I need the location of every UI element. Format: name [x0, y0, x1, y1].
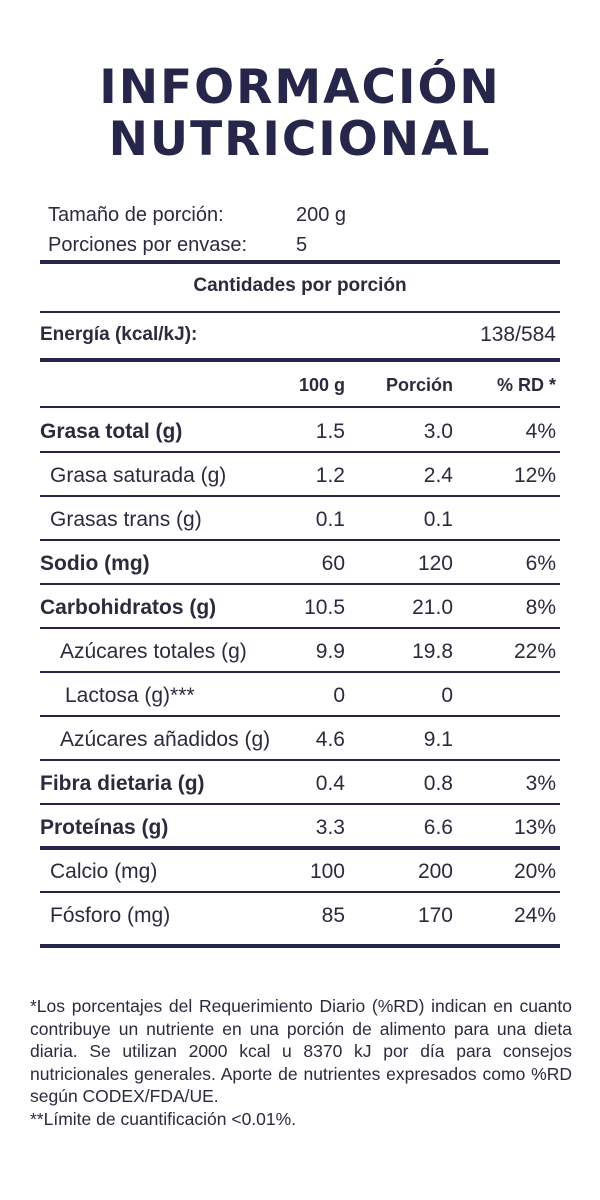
value-100g: 4.6 [315, 728, 345, 751]
row-divider [40, 539, 560, 541]
energy-row: Energía (kcal/kJ): 138/584 [40, 318, 560, 352]
table-row: Carbohidratos (g) 10.5 21.0 8% [40, 584, 560, 629]
value-portion: 0.8 [423, 772, 453, 795]
serving-size-row: Tamaño de porción: 200 g [48, 200, 346, 230]
table-row: Fósforo (mg) 85 170 24% [40, 892, 560, 948]
value-rd: 3% [525, 772, 556, 795]
nutrient-name: Proteínas (g) [40, 816, 169, 839]
servings-per-pack-value: 5 [296, 234, 308, 256]
label-title: INFORMACIÓN NUTRICIONAL [0, 62, 600, 166]
row-divider [40, 759, 560, 761]
value-100g: 60 [321, 552, 345, 575]
value-rd: 20% [513, 860, 556, 883]
section-header: Cantidades por porción [193, 275, 407, 296]
value-portion: 2.4 [423, 464, 453, 487]
value-100g: 9.9 [315, 640, 345, 663]
value-portion: 120 [417, 552, 453, 575]
row-divider [40, 891, 560, 893]
value-portion: 21.0 [412, 596, 453, 619]
divider-columns [40, 406, 560, 408]
footnote-limit: **Límite de cuantificación <0.01%. [30, 1108, 297, 1129]
table-row: Proteínas (g) 3.3 6.6 13% [40, 804, 560, 850]
nutrient-name: Azúcares totales (g) [60, 640, 247, 663]
value-portion: 19.8 [412, 640, 453, 663]
value-100g: 0 [333, 684, 345, 707]
row-divider-thick [40, 846, 560, 850]
nutrient-name: Sodio (mg) [40, 552, 150, 575]
value-100g: 0.1 [315, 508, 345, 531]
value-portion: 9.1 [423, 728, 453, 751]
column-header-rd: % RD * [496, 375, 556, 395]
column-header-portion: Porción [385, 375, 453, 395]
energy-label: Energía (kcal/kJ): [40, 324, 198, 345]
serving-info: Tamaño de porción: 200 g Porciones por e… [48, 200, 346, 260]
value-100g: 0.4 [315, 772, 345, 795]
row-divider [40, 715, 560, 717]
servings-per-pack-row: Porciones por envase: 5 [48, 230, 346, 260]
value-rd: 24% [513, 904, 556, 927]
nutrient-name: Carbohidratos (g) [40, 596, 217, 619]
serving-size-value: 200 g [296, 204, 347, 226]
value-portion: 0 [441, 684, 453, 707]
nutrient-name: Azúcares añadidos (g) [60, 728, 271, 751]
value-100g: 100 [309, 860, 345, 883]
title-line-1: INFORMACIÓN [99, 60, 501, 115]
value-portion: 3.0 [423, 420, 453, 443]
value-portion: 6.6 [423, 816, 453, 839]
table-row: Grasa saturada (g) 1.2 2.4 12% [40, 452, 560, 497]
row-divider [40, 495, 560, 497]
table-row: Fibra dietaria (g) 0.4 0.8 3% [40, 760, 560, 805]
table-row: Grasas trans (g) 0.1 0.1 [40, 496, 560, 541]
divider-bottom [40, 944, 560, 948]
value-portion: 0.1 [423, 508, 453, 531]
table-row: Azúcares totales (g) 9.9 19.8 22% [40, 628, 560, 673]
table-row: Sodio (mg) 60 120 6% [40, 540, 560, 585]
value-rd: 6% [525, 552, 556, 575]
nutrient-name: Lactosa (g)*** [65, 684, 195, 707]
value-100g: 3.3 [315, 816, 345, 839]
value-rd: 22% [513, 640, 556, 663]
value-100g: 85 [321, 904, 345, 927]
column-header-row: 100 g Porción % RD * [40, 368, 560, 402]
value-100g: 1.5 [315, 420, 345, 443]
nutrient-name: Fibra dietaria (g) [40, 772, 205, 795]
table-row: Azúcares añadidos (g) 4.6 9.1 [40, 716, 560, 761]
row-divider [40, 627, 560, 629]
energy-value: 138/584 [480, 323, 556, 346]
table-row: Calcio (mg) 100 200 20% [40, 848, 560, 893]
row-divider [40, 451, 560, 453]
nutrient-name: Grasas trans (g) [50, 508, 202, 531]
value-100g: 1.2 [315, 464, 345, 487]
nutrient-table: Grasa total (g) 1.5 3.0 4% Grasa saturad… [40, 408, 560, 948]
footnote-rd: *Los porcentajes del Requerimiento Diari… [30, 996, 572, 1107]
column-header-100g: 100 g [298, 375, 345, 395]
row-divider [40, 583, 560, 585]
value-100g: 10.5 [304, 596, 345, 619]
value-rd: 4% [525, 420, 556, 443]
table-row: Grasa total (g) 1.5 3.0 4% [40, 408, 560, 453]
row-divider [40, 803, 560, 805]
nutrient-name: Calcio (mg) [50, 860, 158, 883]
divider-top [40, 260, 560, 264]
servings-per-pack-label: Porciones por envase: [48, 234, 248, 256]
row-divider [40, 671, 560, 673]
nutrient-name: Fósforo (mg) [50, 904, 171, 927]
value-portion: 170 [417, 904, 453, 927]
divider-energy [40, 358, 560, 362]
value-rd: 12% [513, 464, 556, 487]
value-portion: 200 [417, 860, 453, 883]
value-rd: 13% [513, 816, 556, 839]
table-row: Lactosa (g)*** 0 0 [40, 672, 560, 717]
title-line-2: NUTRICIONAL [108, 112, 492, 167]
divider-section [40, 311, 560, 313]
serving-size-label: Tamaño de porción: [48, 204, 224, 226]
nutrient-name: Grasa total (g) [40, 420, 183, 443]
footnotes: *Los porcentajes del Requerimiento Diari… [30, 995, 572, 1131]
nutrient-name: Grasa saturada (g) [50, 464, 227, 487]
value-rd: 8% [525, 596, 556, 619]
